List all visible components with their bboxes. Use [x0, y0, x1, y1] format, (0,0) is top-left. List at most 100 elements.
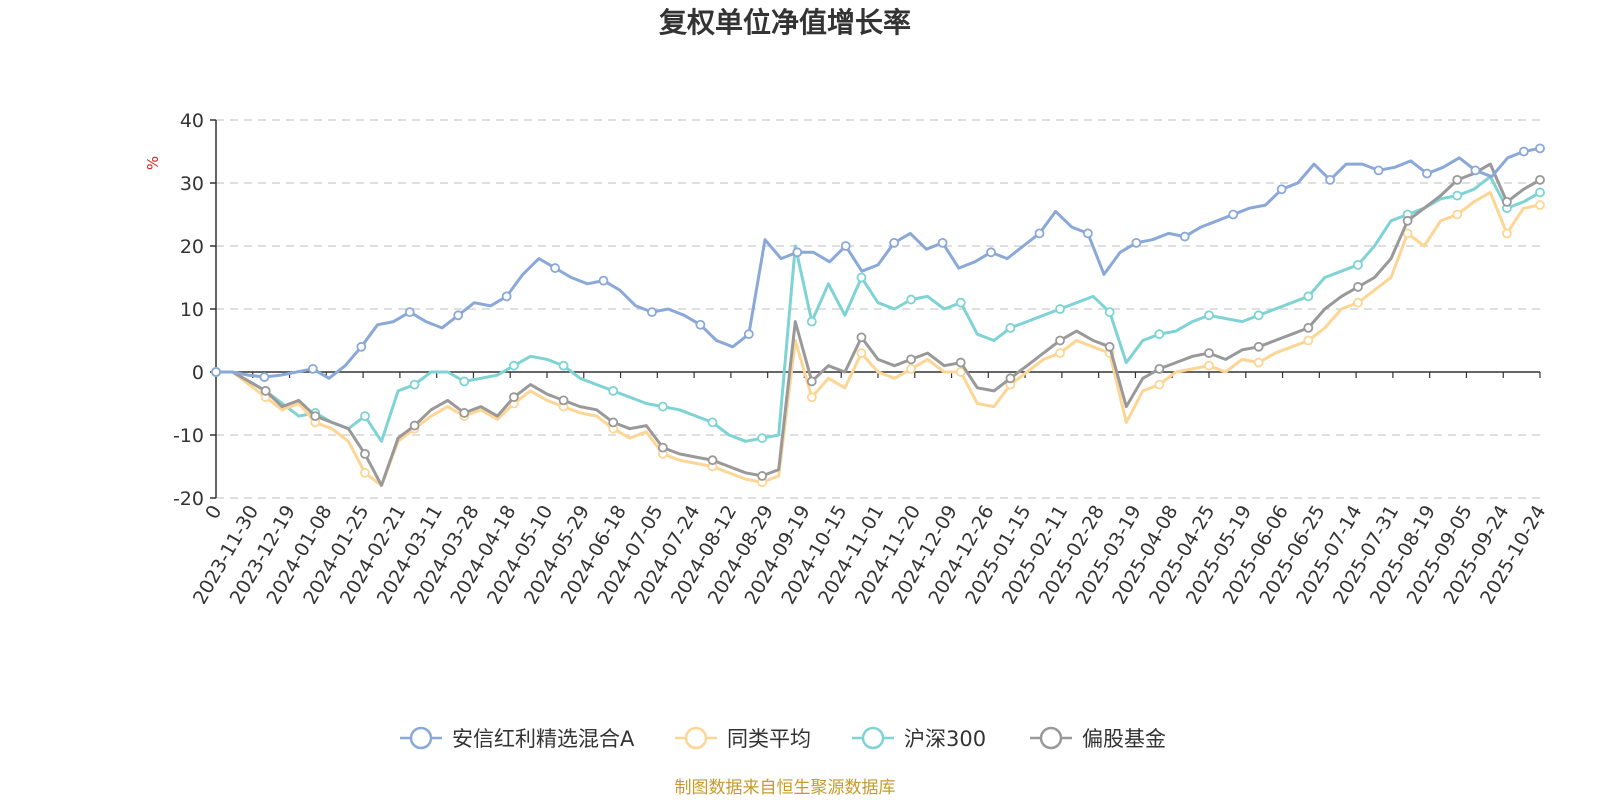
series-line-3: [216, 162, 1541, 487]
y-tick-label: -20: [173, 488, 204, 510]
series-point-2: [757, 433, 768, 444]
series-point-0: [1034, 228, 1045, 239]
series-point-0: [986, 247, 996, 258]
legend-item-1[interactable]: 同类平均: [675, 726, 811, 751]
series-point-0: [840, 241, 851, 251]
series-layer: [211, 143, 1545, 488]
series-point-1: [856, 348, 867, 359]
legend-swatch-marker: [409, 726, 433, 750]
series-point-1: [1154, 379, 1165, 390]
series-point-2: [1055, 304, 1065, 314]
series-point-0: [404, 307, 415, 318]
series-point-2: [459, 376, 470, 387]
series-point-0: [792, 247, 803, 258]
series-point-3: [1005, 373, 1016, 384]
series-point-0: [1083, 228, 1093, 239]
series-point-3: [558, 395, 569, 406]
series-point-3: [906, 354, 916, 365]
series-point-2: [906, 294, 916, 305]
y-axis-unit: %: [144, 156, 162, 170]
series-point-0: [453, 310, 464, 321]
series-point-2: [558, 360, 569, 371]
series-point-0: [1325, 174, 1335, 185]
legend-label: 同类平均: [727, 727, 811, 751]
series-point-3: [757, 471, 768, 481]
series-point-0: [1228, 209, 1239, 220]
series-point-0: [1422, 168, 1432, 179]
series-point-2: [509, 360, 519, 371]
series-line-1: [216, 190, 1541, 487]
legend-swatch-marker: [861, 726, 885, 750]
series-point-1: [1253, 357, 1264, 368]
series-point-1: [1535, 200, 1545, 210]
series-point-2: [409, 379, 420, 390]
series-point-2: [657, 401, 668, 412]
legend-item-3[interactable]: 偏股基金: [1030, 726, 1166, 751]
series-point-1: [955, 367, 966, 377]
series-point-1: [1204, 360, 1214, 371]
series-point-3: [1154, 363, 1165, 374]
series-point-1: [360, 467, 370, 478]
series-point-1: [906, 363, 916, 374]
series-point-3: [955, 357, 966, 368]
series-point-3: [360, 448, 370, 459]
legend-swatch-marker: [684, 726, 708, 750]
series-point-2: [1005, 322, 1016, 333]
series-point-0: [211, 367, 221, 377]
series-point-3: [509, 392, 519, 403]
series-point-0: [889, 237, 900, 248]
series-point-3: [806, 376, 817, 387]
legend[interactable]: 安信红利精选混合A 同类平均 沪深300 偏股基金: [400, 726, 1166, 751]
series-point-0: [1373, 165, 1384, 176]
series-point-0: [356, 341, 367, 352]
series-point-1: [1055, 348, 1065, 359]
series-point-0: [1535, 143, 1545, 154]
series-point-2: [707, 417, 718, 428]
series-point-3: [1204, 348, 1214, 359]
chart-title: 复权单位净值增长率: [659, 6, 911, 39]
series-line-2: [216, 175, 1541, 443]
source-note: 制图数据来自恒生聚源数据库: [675, 778, 896, 798]
series-point-3: [608, 417, 619, 428]
series-point-2: [360, 411, 370, 422]
legend-item-2[interactable]: 沪深300: [852, 726, 986, 751]
series-point-2: [1353, 259, 1363, 270]
series-point-3: [1452, 174, 1463, 185]
series-point-0: [1179, 231, 1190, 242]
y-tick-label: 30: [180, 173, 204, 195]
series-point-2: [1104, 307, 1115, 318]
series-point-0: [695, 319, 706, 330]
y-tick-label: 10: [180, 299, 204, 321]
series-point-3: [1303, 322, 1314, 333]
series-point-3: [1502, 196, 1512, 207]
series-point-1: [1303, 335, 1314, 346]
grid-layer: [216, 119, 1540, 499]
series-point-0: [937, 237, 948, 248]
series-point-2: [1154, 329, 1165, 340]
series-point-1: [1502, 228, 1512, 239]
series-point-0: [307, 363, 318, 374]
series-point-0: [1518, 146, 1529, 157]
y-tick-label: 0: [192, 362, 204, 384]
series-point-3: [459, 408, 470, 418]
legend-item-0[interactable]: 安信红利精选混合A: [400, 726, 635, 751]
series-point-1: [1353, 297, 1363, 308]
series-point-0: [259, 372, 270, 382]
y-tick-label: -10: [173, 425, 204, 447]
y-tick-label: 20: [180, 236, 204, 258]
series-point-0: [1470, 165, 1481, 176]
series-point-3: [657, 442, 668, 453]
legend-label: 偏股基金: [1082, 727, 1166, 751]
series-point-3: [1353, 282, 1363, 292]
series-point-2: [1452, 190, 1463, 201]
series-point-0: [647, 307, 657, 318]
series-point-1: [806, 392, 817, 403]
series-point-0: [1131, 237, 1142, 248]
series-point-2: [1204, 310, 1214, 321]
series-point-2: [856, 272, 867, 283]
legend-swatch-marker: [1039, 726, 1063, 750]
series-point-0: [501, 291, 512, 302]
series-point-1: [1452, 209, 1463, 220]
series-point-3: [1402, 215, 1413, 226]
